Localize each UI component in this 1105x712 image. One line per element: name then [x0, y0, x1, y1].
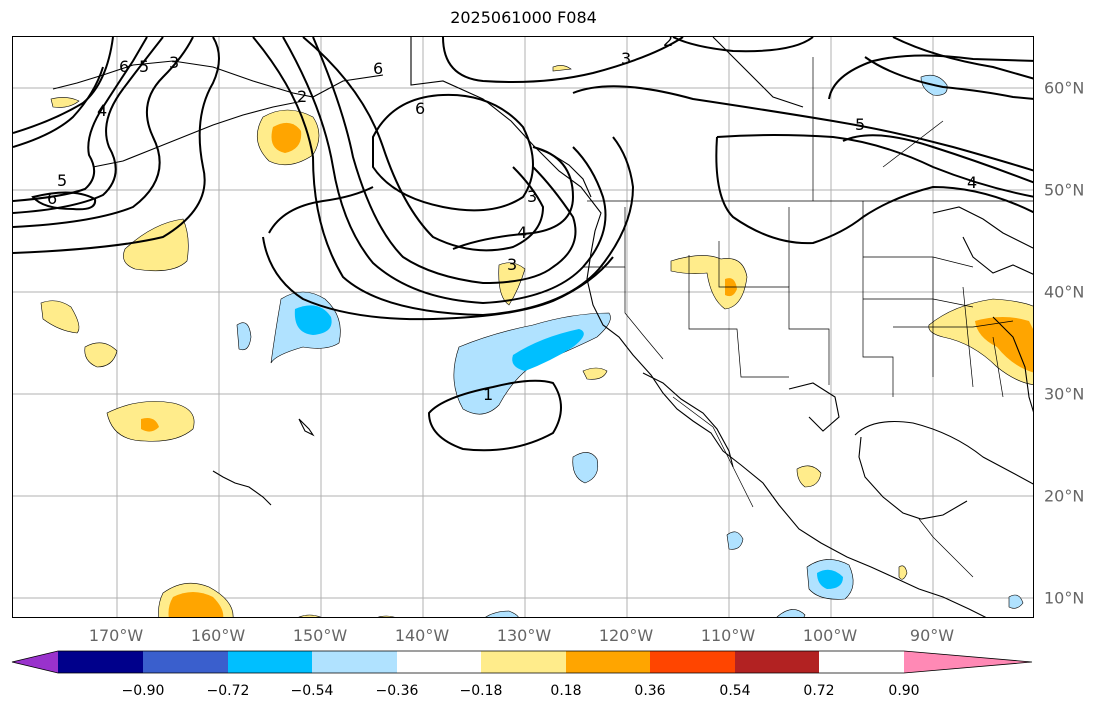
- longitude-label: 120°W: [598, 626, 654, 645]
- latitude-label: 20°N: [1044, 486, 1085, 506]
- colorbar-tick-label: −0.54: [290, 683, 334, 699]
- contour-label: 4: [517, 223, 528, 242]
- colorbar-tick-label: −0.90: [121, 683, 165, 699]
- map-title: 2025061000 F084: [450, 8, 597, 27]
- colorbar-segment: [650, 651, 735, 673]
- colorbar-tick-label: 0.18: [550, 683, 582, 699]
- contour-label: 2: [297, 87, 308, 106]
- colorbar-segment: [397, 651, 481, 673]
- longitude-label: 110°W: [700, 626, 756, 645]
- coastlines: [52, 37, 1033, 617]
- colorbar-segments: [11, 650, 1033, 674]
- longitude-label: 90°W: [909, 626, 955, 645]
- colorbar-segment: [481, 651, 566, 673]
- contour-label: 6: [119, 57, 130, 76]
- latitude-label: 30°N: [1044, 384, 1085, 404]
- contour-label: 5: [139, 57, 150, 76]
- colorbar-tick-label: −0.36: [375, 683, 419, 699]
- longitude-label: 170°W: [88, 626, 144, 645]
- colorbar-segment: [58, 651, 143, 673]
- contour-label: 6: [373, 59, 384, 78]
- contour-label: 4: [97, 101, 108, 120]
- contour-label: 5: [855, 115, 866, 134]
- colorbar: [11, 650, 1033, 674]
- map-plot-area[interactable]: 6 5 3 4 6 2 6 3 2 5 4 5 6 3 4 3 1: [12, 36, 1034, 618]
- colorbar-segment: [735, 651, 819, 673]
- map-canvas: [13, 37, 1033, 617]
- positive-anomaly-shading: [40, 65, 1033, 617]
- contour-label: 2: [663, 36, 674, 50]
- colorbar-segment: [228, 651, 312, 673]
- colorbar-segment: [312, 651, 397, 673]
- colorbar-tick-label: −0.72: [206, 683, 250, 699]
- colorbar-tick-label: −0.18: [459, 683, 503, 699]
- longitude-label: 130°W: [496, 626, 552, 645]
- colorbar-extend-max: [904, 651, 1032, 673]
- colorbar-tick-label: 0.90: [888, 683, 920, 699]
- contour-label: 5: [57, 171, 68, 190]
- colorbar-tick-label: 0.54: [719, 683, 751, 699]
- latitude-label: 50°N: [1044, 180, 1085, 200]
- contour-label: 3: [527, 187, 538, 206]
- colorbar-extend-min: [12, 651, 58, 673]
- longitude-label: 150°W: [292, 626, 348, 645]
- longitude-label: 160°W: [190, 626, 246, 645]
- colorbar-outline: [11, 650, 1033, 674]
- contour-label: 1: [483, 385, 494, 404]
- negative-anomaly-shading: [236, 74, 1024, 617]
- colorbar-tick-label: 0.36: [634, 683, 666, 699]
- latitude-label: 10°N: [1044, 588, 1085, 608]
- height-contours: [13, 37, 1033, 452]
- colorbar-segment: [143, 651, 228, 673]
- graticule: [13, 37, 1033, 617]
- contour-label: 6: [47, 189, 58, 208]
- latitude-label: 60°N: [1044, 78, 1085, 98]
- longitude-label: 100°W: [802, 626, 858, 645]
- contour-label: 3: [169, 53, 180, 72]
- contour-label: 3: [621, 49, 632, 68]
- latitude-label: 40°N: [1044, 282, 1085, 302]
- contour-label: 6: [415, 99, 426, 118]
- contour-label: 3: [507, 255, 518, 274]
- colorbar-segment: [566, 651, 650, 673]
- contour-label: 4: [967, 173, 978, 192]
- longitude-label: 140°W: [394, 626, 450, 645]
- colorbar-tick-label: 0.72: [803, 683, 835, 699]
